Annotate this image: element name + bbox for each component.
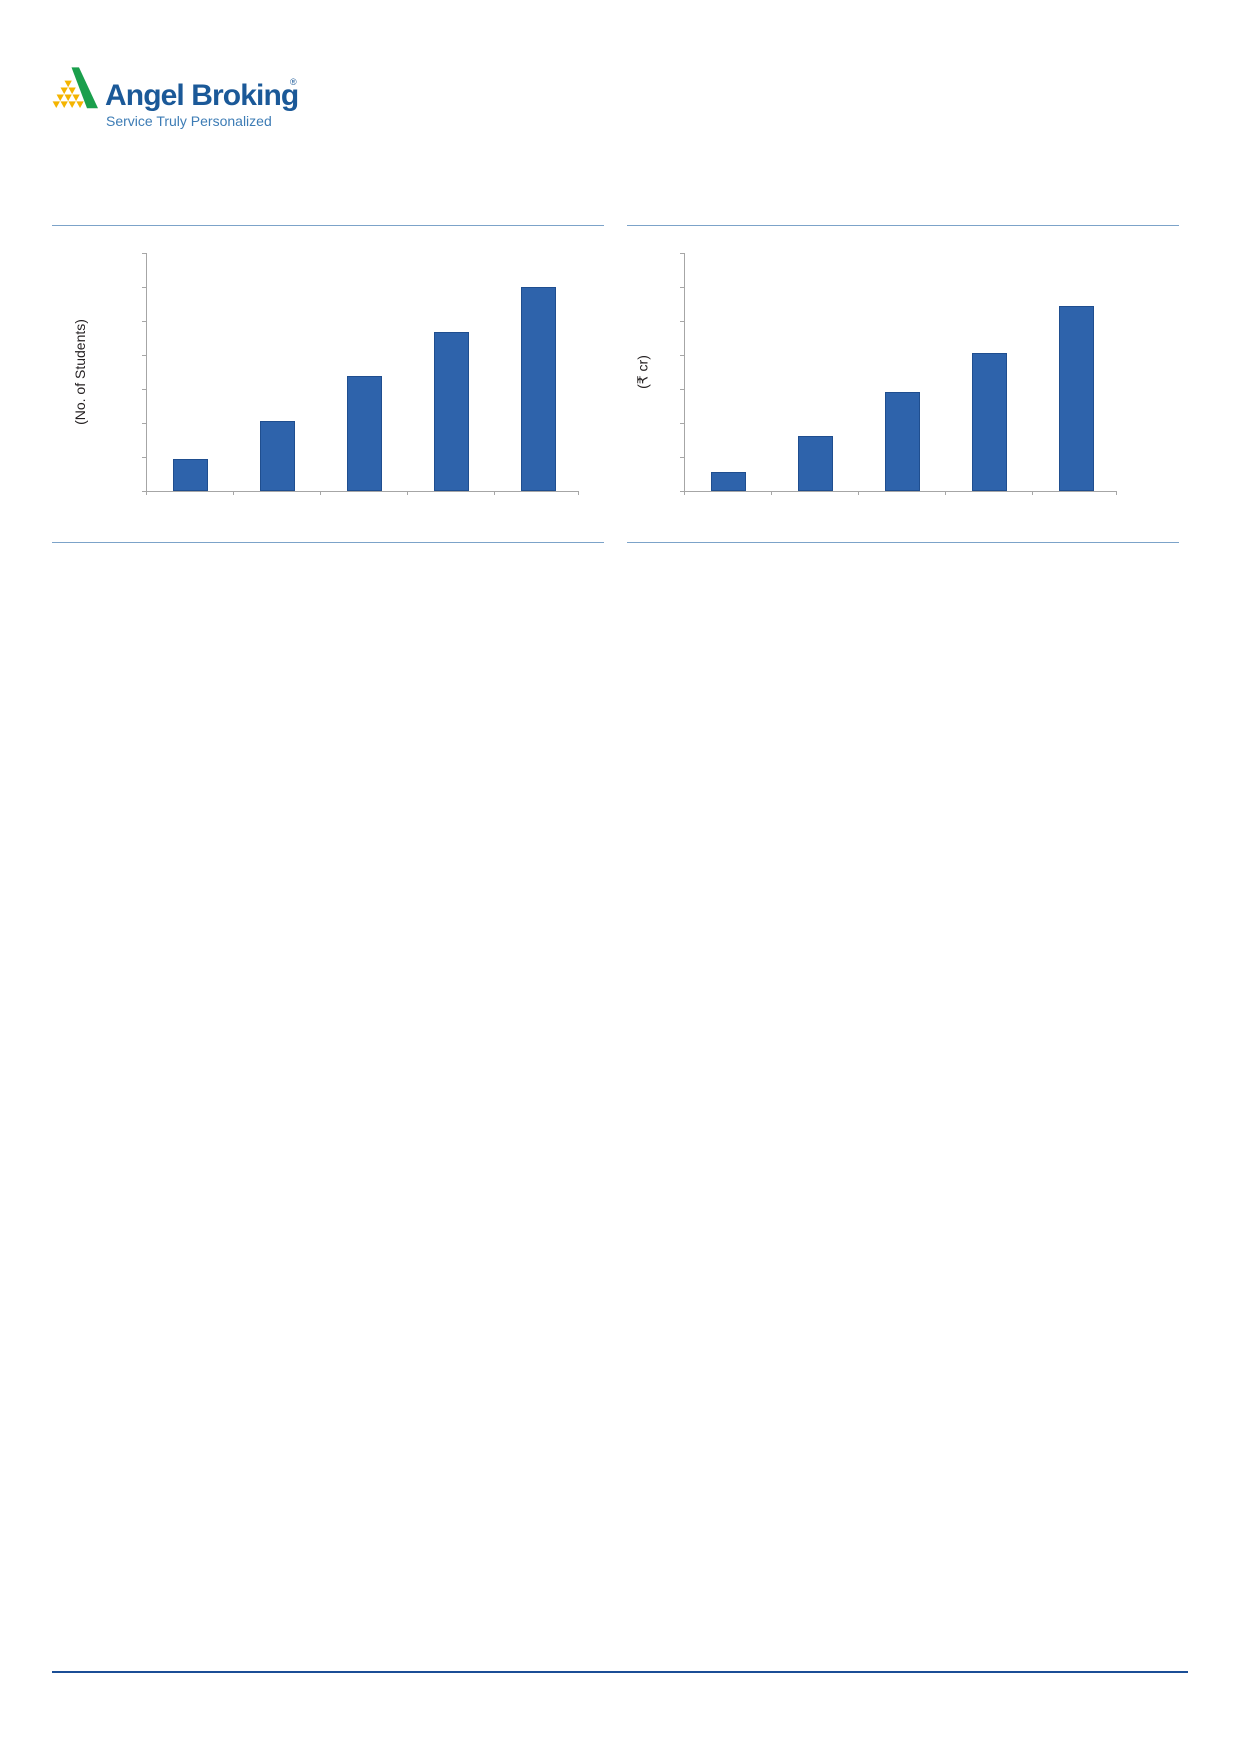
svg-text:®: ® bbox=[290, 77, 297, 87]
svg-text:Angel Broking: Angel Broking bbox=[105, 79, 298, 112]
svg-text:Service Truly Personalized: Service Truly Personalized bbox=[106, 113, 272, 129]
